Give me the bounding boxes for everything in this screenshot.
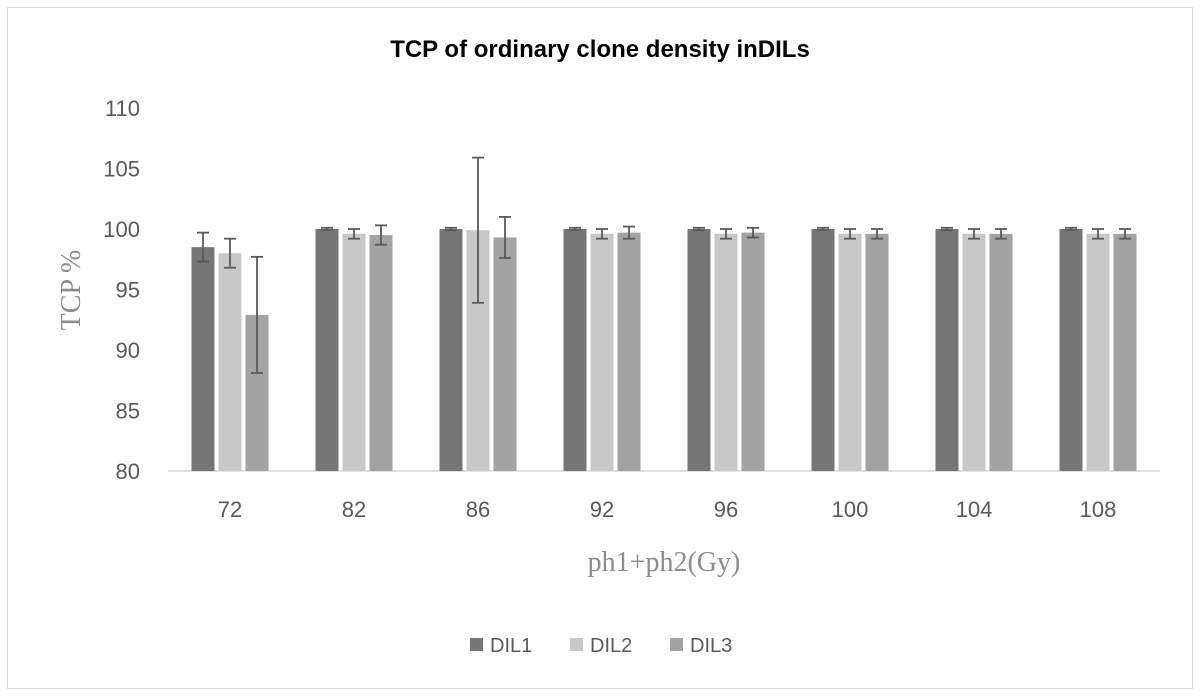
bar-dil2-96	[714, 233, 738, 471]
x-tick-label: 96	[714, 497, 738, 522]
error-bar-dil3-96	[747, 226, 759, 239]
legend-swatch	[670, 638, 683, 651]
bar-dil1-96	[687, 229, 711, 471]
error-bar-dil2-82	[348, 228, 360, 240]
error-bars-group	[197, 156, 1131, 374]
error-bar-dil2-104	[968, 228, 980, 240]
y-axis-ticks: 80 85 90 95 100 105 110	[103, 96, 140, 484]
bar-dil2-100	[838, 233, 862, 471]
bar-dil1-72	[191, 247, 215, 471]
x-tick-label: 82	[342, 497, 366, 522]
x-axis-ticks: 72 82 86 92 96 100 104 108	[218, 497, 1117, 522]
error-bar-dil2-100	[844, 228, 856, 240]
x-tick-label: 86	[466, 497, 490, 522]
x-tick-label: 92	[590, 497, 614, 522]
error-bar-dil3-100	[871, 228, 883, 240]
bar-dil3-72	[245, 314, 269, 471]
error-bar-dil1-108	[1065, 226, 1077, 232]
error-bar-dil1-100	[817, 226, 829, 232]
error-bar-dil3-108	[1119, 228, 1131, 240]
bar-dil3-96	[741, 232, 765, 471]
error-bar-dil2-72	[224, 237, 236, 269]
bar-dil2-92	[590, 233, 614, 471]
legend-item-dil2: DIL2	[570, 635, 632, 657]
error-bar-dil1-96	[693, 226, 705, 232]
legend-swatch	[570, 638, 583, 651]
bar-dil2-108	[1086, 233, 1110, 471]
legend-label: DIL3	[690, 635, 732, 657]
y-tick-label: 95	[116, 278, 140, 303]
legend: DIL1 DIL2 DIL3	[470, 635, 732, 657]
bar-dil3-82	[369, 235, 393, 471]
y-tick-label: 80	[116, 459, 140, 484]
legend-label: DIL2	[590, 635, 632, 657]
y-tick-label: 105	[103, 157, 140, 182]
legend-item-dil1: DIL1	[470, 635, 532, 657]
bar-dil2-104	[962, 233, 986, 471]
x-tick-label: 108	[1080, 497, 1117, 522]
bar-dil1-100	[811, 229, 835, 471]
error-bar-dil3-72	[251, 255, 263, 374]
bar-dil1-86	[439, 229, 463, 471]
y-axis-title: TCP %	[56, 250, 87, 331]
bar-dil3-108	[1113, 233, 1137, 471]
error-bar-dil1-72	[197, 231, 209, 263]
error-bar-dil1-92	[569, 226, 581, 232]
error-bar-dil2-86	[472, 156, 484, 304]
bars-group	[191, 229, 1137, 471]
y-tick-label: 90	[116, 338, 140, 363]
error-bar-dil1-82	[321, 226, 333, 232]
bar-dil3-104	[989, 233, 1013, 471]
error-bar-dil3-92	[623, 225, 635, 240]
bar-dil3-86	[493, 237, 517, 471]
chart-title: TCP of ordinary clone density inDILs	[390, 36, 810, 63]
x-axis-title: ph1+ph2(Gy)	[588, 547, 741, 578]
bar-dil3-100	[865, 233, 889, 471]
legend-label: DIL1	[490, 635, 532, 657]
error-bar-dil1-104	[941, 226, 953, 232]
x-tick-label: 72	[218, 497, 242, 522]
bar-dil1-82	[315, 229, 339, 471]
y-tick-label: 100	[103, 217, 140, 242]
error-bar-dil3-86	[499, 215, 511, 259]
x-tick-label: 104	[956, 497, 993, 522]
bar-dil1-108	[1059, 229, 1083, 471]
bar-dil1-104	[935, 229, 959, 471]
error-bar-dil2-92	[596, 228, 608, 240]
error-bar-dil3-104	[995, 228, 1007, 240]
error-bar-dil3-82	[375, 224, 387, 246]
bar-dil3-92	[617, 232, 641, 471]
bar-dil2-82	[342, 233, 366, 471]
error-bar-dil2-108	[1092, 228, 1104, 240]
error-bar-dil1-86	[445, 226, 457, 232]
legend-swatch	[470, 638, 483, 651]
bar-dil2-86	[466, 230, 490, 471]
y-tick-label: 85	[116, 399, 140, 424]
legend-item-dil3: DIL3	[670, 635, 732, 657]
error-bar-dil2-96	[720, 228, 732, 240]
bar-dil2-72	[218, 253, 242, 471]
x-tick-label: 100	[832, 497, 869, 522]
y-tick-label: 110	[105, 96, 140, 121]
bar-dil1-92	[563, 229, 587, 471]
